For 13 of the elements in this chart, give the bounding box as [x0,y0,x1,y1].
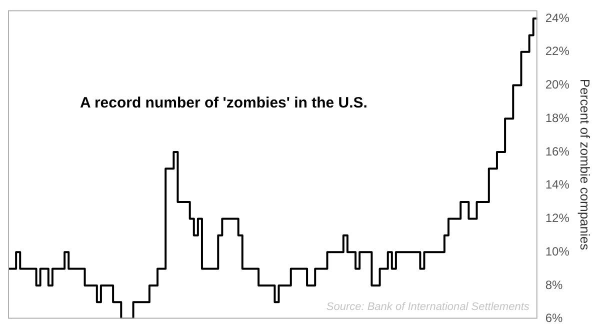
y-tick-label: 10% [545,244,570,258]
y-tick-label: 16% [545,144,570,158]
y-tick-label: 18% [545,110,570,125]
y-tick-label: 12% [545,211,570,226]
y-tick-label: 8% [545,278,564,292]
annotation: Source: Bank of International Settlements [326,300,530,313]
text: A record number of 'zombies' in the U.S. [80,94,368,112]
y-axis-title: Percent of zombie companies [578,78,593,251]
y-tick-label: 6% [545,311,564,326]
y-tick-label: 14% [545,178,570,192]
y-tick-label: 24% [545,10,570,25]
y-tick-label: 20% [545,78,570,92]
y-tick-label: 22% [545,44,570,58]
